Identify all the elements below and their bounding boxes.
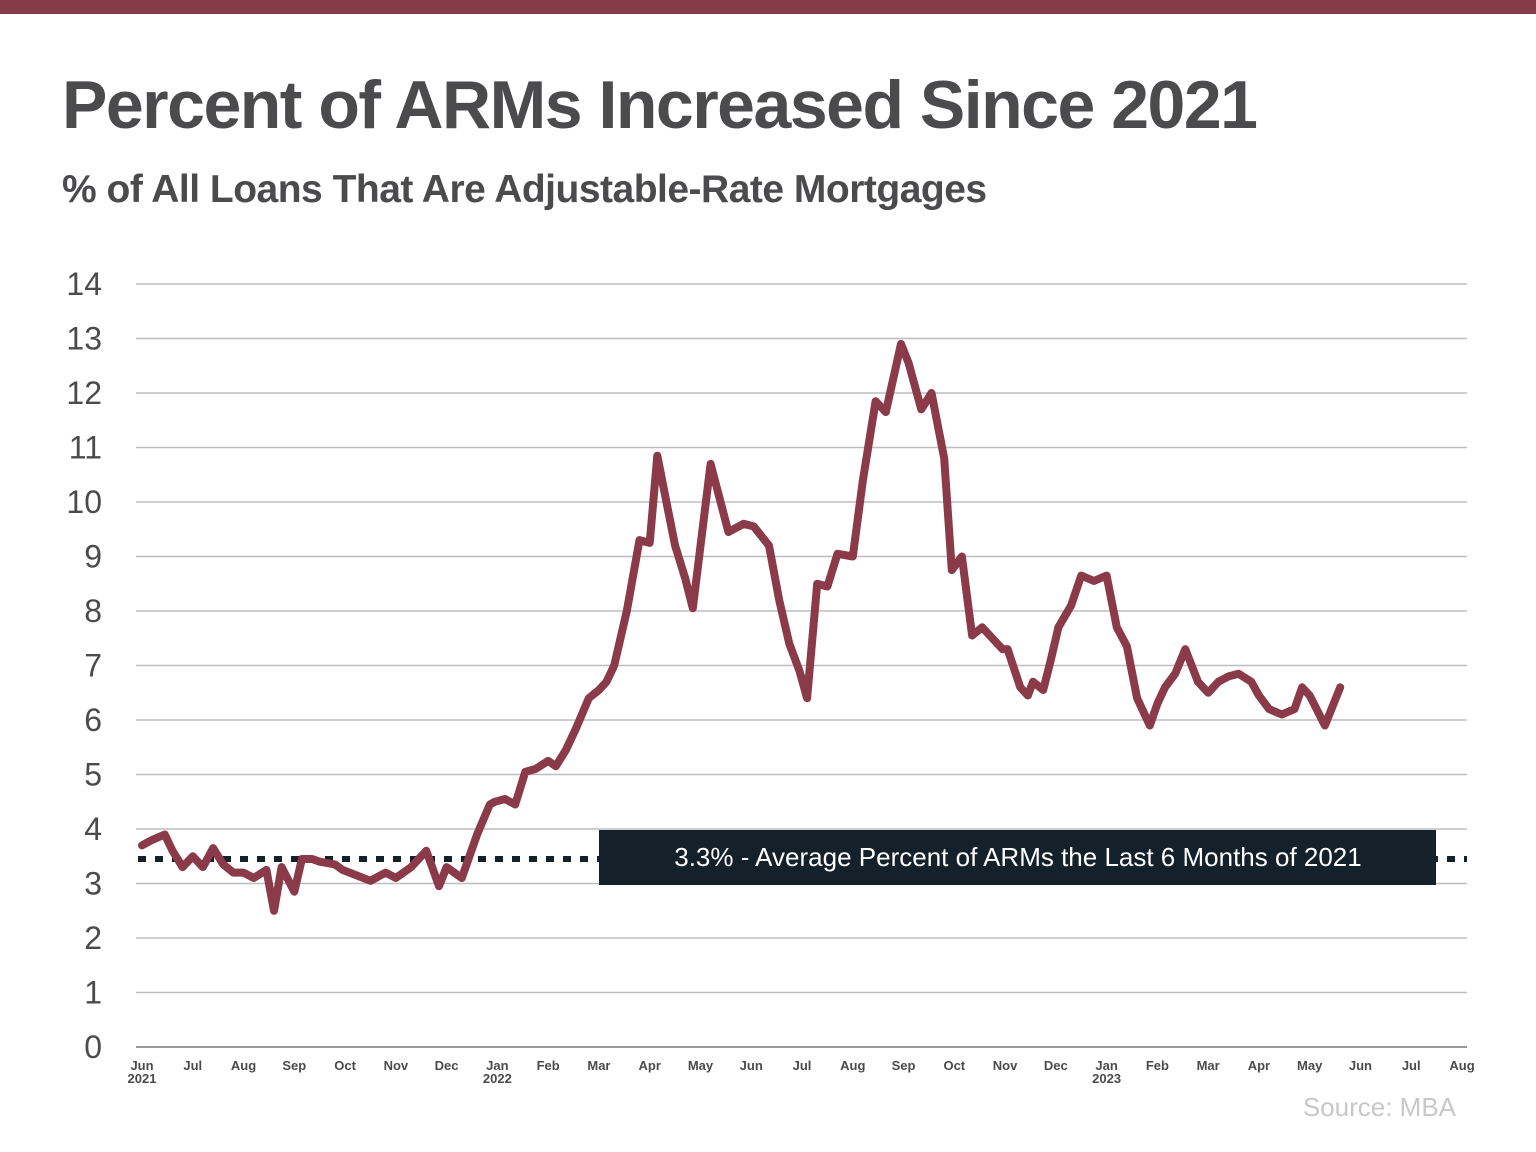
y-tick-label: 5 xyxy=(84,757,102,793)
x-tick-year-label: 2023 xyxy=(1092,1071,1121,1086)
arms-percent-line xyxy=(138,339,1345,915)
x-tick-year-label: 2021 xyxy=(128,1071,157,1086)
x-tick-label: Nov xyxy=(384,1058,409,1073)
x-tick-label: Jun xyxy=(130,1058,153,1073)
y-tick-label: 12 xyxy=(66,375,102,411)
x-tick-label: Aug xyxy=(1449,1058,1474,1073)
y-tick-label: 13 xyxy=(66,321,102,357)
x-tick-label: Sep xyxy=(282,1058,306,1073)
x-tick-label: Jan xyxy=(486,1058,508,1073)
y-tick-label: 4 xyxy=(84,811,102,847)
x-tick-label: Nov xyxy=(993,1058,1018,1073)
x-tick-label: Apr xyxy=(638,1058,660,1073)
x-tick-label: Feb xyxy=(537,1058,560,1073)
y-tick-label: 10 xyxy=(66,484,102,520)
x-tick-label: Oct xyxy=(334,1058,356,1073)
x-tick-label: May xyxy=(688,1058,714,1073)
x-tick-label: Sep xyxy=(892,1058,916,1073)
x-tick-label: Apr xyxy=(1248,1058,1270,1073)
x-tick-label: Jan xyxy=(1095,1058,1117,1073)
chart-title: Percent of ARMs Increased Since 2021 xyxy=(62,67,1258,143)
x-tick-label: May xyxy=(1297,1058,1323,1073)
x-tick-label: Jul xyxy=(1402,1058,1421,1073)
x-tick-label: Jun xyxy=(740,1058,763,1073)
source-note: Source: MBA xyxy=(1302,1092,1456,1122)
x-tick-label: Oct xyxy=(943,1058,965,1073)
y-tick-label: 11 xyxy=(69,430,102,466)
annotation-box: 3.3% - Average Percent of ARMs the Last … xyxy=(599,830,1436,885)
y-tick-label: 6 xyxy=(84,702,102,738)
y-tick-label: 9 xyxy=(84,539,102,575)
y-tick-label: 8 xyxy=(84,593,102,629)
x-tick-label: Aug xyxy=(231,1058,256,1073)
x-tick-label: Mar xyxy=(1197,1058,1220,1073)
x-tick-label: Dec xyxy=(1044,1058,1068,1073)
x-tick-label: Dec xyxy=(435,1058,459,1073)
x-tick-year-label: 2022 xyxy=(483,1071,512,1086)
y-tick-label: 14 xyxy=(66,266,102,302)
annotation-text: 3.3% - Average Percent of ARMs the Last … xyxy=(674,842,1361,872)
y-tick-label: 0 xyxy=(84,1029,102,1065)
chart-subtitle: % of All Loans That Are Adjustable-Rate … xyxy=(62,168,987,211)
y-tick-label: 3 xyxy=(84,866,102,902)
x-tick-label: Feb xyxy=(1146,1058,1169,1073)
x-tick-label: Jul xyxy=(793,1058,812,1073)
x-tick-label: Jul xyxy=(183,1058,202,1073)
x-tick-label: Aug xyxy=(840,1058,865,1073)
y-tick-label: 2 xyxy=(84,920,102,956)
x-tick-label: Mar xyxy=(587,1058,610,1073)
x-tick-label: Jun xyxy=(1349,1058,1372,1073)
top-accent-bar xyxy=(0,0,1536,14)
y-tick-label: 7 xyxy=(84,648,102,684)
y-tick-label: 1 xyxy=(84,975,102,1011)
